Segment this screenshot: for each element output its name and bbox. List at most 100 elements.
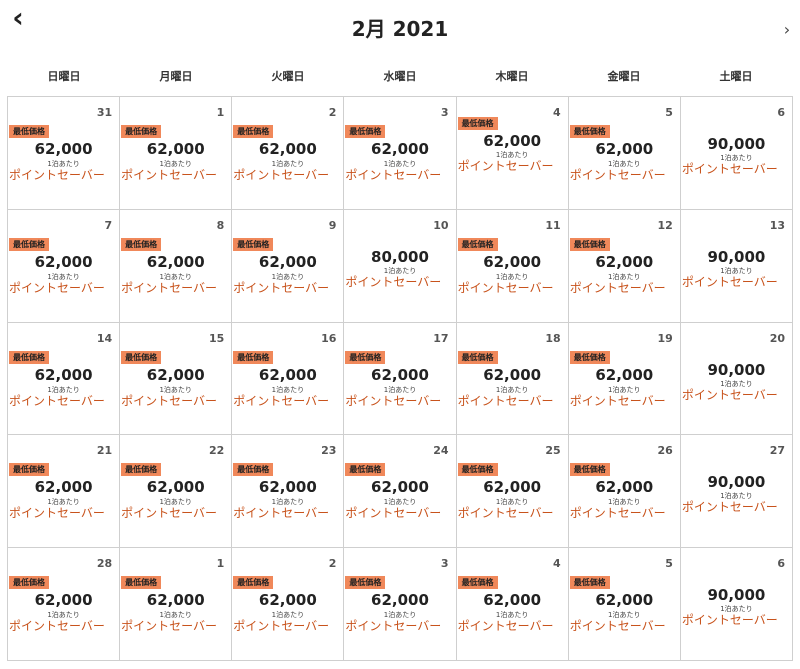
points-price: 62,000 [258, 478, 317, 497]
per-night-label: 1泊あたり [47, 385, 80, 394]
per-night-label: 1泊あたり [159, 498, 192, 507]
calendar-day-cell[interactable]: 28 最低価格 62,000 1泊あたり ポイントセーバー [8, 548, 121, 661]
points-price: 62,000 [34, 252, 93, 271]
calendar-day-cell[interactable]: 26 最低価格 62,000 1泊あたり ポイントセーバー [568, 435, 681, 549]
calendar-day-cell[interactable]: 11 最低価格 62,000 1泊あたり ポイントセーバー [456, 209, 569, 323]
weekday-thursday: 木曜日 [495, 70, 529, 83]
calendar-day-cell[interactable]: 4 最低価格 62,000 1泊あたり ポイントセーバー [456, 548, 569, 661]
point-saver-label: ポイントセーバー [233, 619, 330, 634]
per-night-label: 1泊あたり [159, 272, 192, 281]
calendar-day-cell[interactable]: 9 最低価格 62,000 1泊あたり ポイントセーバー [232, 209, 345, 323]
lowest-price-badge: 最低価格 [569, 463, 610, 477]
day-number: 19 [657, 331, 673, 345]
lowest-price-badge: 最低価格 [569, 576, 610, 590]
points-price: 90,000 [707, 473, 766, 492]
day-number: 27 [769, 444, 785, 458]
day-number: 31 [96, 106, 113, 119]
per-night-label: 1泊あたり [271, 160, 305, 168]
chevron-right-icon[interactable]: › [783, 20, 791, 39]
points-price: 62,000 [595, 591, 654, 610]
point-saver-label: ポイントセーバー [345, 506, 442, 521]
day-number: 21 [96, 444, 113, 458]
points-price: 62,000 [258, 252, 317, 271]
calendar-grid: 31 最低価格 62,000 1泊あたり ポイントセーバー 1 最低価格 62,000 1泊あた… [7, 96, 793, 661]
calendar-day-cell[interactable]: 10 80,000 1泊あたり ポイントセーバー [344, 209, 457, 323]
calendar-day-cell[interactable]: 12 最低価格 62,000 1泊あたり ポイントセーバー [568, 209, 681, 323]
calendar-day-cell[interactable]: 1 最低価格 62,000 1泊あたり ポイントセーバー [120, 548, 233, 661]
per-night-label: 1泊あたり [720, 266, 753, 275]
point-saver-label: ポイントセーバー [569, 168, 666, 182]
per-night-label: 1泊あたり [495, 611, 529, 620]
lowest-price-badge: 最低価格 [9, 125, 49, 138]
calendar-day-cell[interactable]: 13 90,000 1泊あたり ポイントセーバー [680, 209, 793, 323]
calendar-day-cell[interactable]: 23 最低価格 62,000 1泊あたり ポイントセーバー [232, 435, 345, 549]
day-number: 4 [553, 106, 561, 119]
lowest-price-badge: 最低価格 [457, 117, 498, 130]
calendar-day-cell[interactable]: 4 最低価格 62,000 1泊あたり ポイントセーバー [456, 97, 569, 210]
calendar-day-cell[interactable]: 6 90,000 1泊あたり ポイントセーバー [680, 548, 793, 661]
points-price: 62,000 [371, 140, 429, 158]
day-number: 14 [96, 331, 113, 345]
points-price: 62,000 [595, 478, 654, 497]
day-number: 9 [328, 218, 337, 232]
calendar-day-cell[interactable]: 31 最低価格 62,000 1泊あたり ポイントセーバー [8, 97, 121, 210]
lowest-price-badge: 最低価格 [121, 463, 162, 477]
lowest-price-badge: 最低価格 [345, 463, 386, 477]
calendar-day-cell[interactable]: 21 最低価格 62,000 1泊あたり ポイントセーバー [8, 435, 121, 549]
calendar-day-cell[interactable]: 2 最低価格 62,000 1泊あたり ポイントセーバー [232, 97, 345, 210]
calendar-day-cell[interactable]: 2 最低価格 62,000 1泊あたり ポイントセーバー [232, 548, 345, 661]
points-price: 62,000 [258, 365, 317, 384]
day-number: 1 [216, 106, 225, 119]
weekday-header-row: 日曜日 月曜日 火曜日 水曜日 木曜日 金曜日 土曜日 [8, 68, 792, 88]
points-price: 90,000 [707, 360, 766, 379]
points-price: 62,000 [483, 252, 542, 271]
calendar-day-cell[interactable]: 6 90,000 1泊あたり ポイントセーバー [680, 97, 793, 210]
point-saver-label: ポイントセーバー [121, 393, 218, 408]
chevron-left-icon[interactable]: ‹ [12, 1, 24, 34]
calendar-day-cell[interactable]: 1 最低価格 62,000 1泊あたり ポイントセーバー [120, 97, 233, 210]
calendar-day-cell[interactable]: 17 最低価格 62,000 1泊あたり ポイントセーバー [344, 322, 457, 436]
calendar-day-cell[interactable]: 7 最低価格 62,000 1泊あたり ポイントセーバー [8, 209, 121, 323]
points-price: 80,000 [371, 247, 429, 266]
per-night-label: 1泊あたり [383, 498, 417, 507]
point-saver-label: ポイントセーバー [569, 280, 666, 295]
day-number: 23 [321, 444, 337, 458]
calendar-day-cell[interactable]: 3 最低価格 62,000 1泊あたり ポイントセーバー [344, 97, 457, 210]
weekday-wednesday: 水曜日 [383, 70, 417, 83]
point-saver-label: ポイントセーバー [233, 506, 330, 521]
day-number: 24 [433, 444, 449, 458]
point-saver-label: ポイントセーバー [121, 506, 218, 521]
day-number: 5 [665, 557, 673, 571]
calendar-day-cell[interactable]: 19 最低価格 62,000 1泊あたり ポイントセーバー [568, 322, 681, 436]
per-night-label: 1泊あたり [159, 611, 192, 620]
calendar-day-cell[interactable]: 18 最低価格 62,000 1泊あたり ポイントセーバー [456, 322, 569, 436]
day-number: 16 [321, 331, 337, 345]
calendar-day-cell[interactable]: 15 最低価格 62,000 1泊あたり ポイントセーバー [120, 322, 233, 436]
calendar-day-cell[interactable]: 25 最低価格 62,000 1泊あたり ポイントセーバー [456, 435, 569, 549]
calendar-day-cell[interactable]: 8 最低価格 62,000 1泊あたり ポイントセーバー [120, 209, 233, 323]
lowest-price-badge: 最低価格 [9, 576, 49, 590]
point-saver-label: ポイントセーバー [681, 274, 778, 289]
calendar-day-cell[interactable]: 16 最低価格 62,000 1泊あたり ポイントセーバー [232, 322, 345, 436]
day-number: 15 [208, 331, 225, 345]
calendar-day-cell[interactable]: 22 最低価格 62,000 1泊あたり ポイントセーバー [120, 435, 233, 549]
calendar-day-cell[interactable]: 27 90,000 1泊あたり ポイントセーバー [680, 435, 793, 549]
lowest-price-badge: 最低価格 [457, 463, 498, 477]
per-night-label: 1泊あたり [271, 498, 305, 507]
point-saver-label: ポイントセーバー [345, 619, 442, 634]
calendar-day-cell[interactable]: 24 最低価格 62,000 1泊あたり ポイントセーバー [344, 435, 457, 549]
per-night-label: 1泊あたり [271, 272, 305, 281]
point-saver-label: ポイントセーバー [457, 159, 554, 173]
point-saver-label: ポイントセーバー [569, 619, 666, 634]
point-saver-label: ポイントセーバー [9, 506, 105, 521]
calendar-day-cell[interactable]: 5 最低価格 62,000 1泊あたり ポイントセーバー [568, 97, 681, 210]
calendar-day-cell[interactable]: 5 最低価格 62,000 1泊あたり ポイントセーバー [568, 548, 681, 661]
lowest-price-badge: 最低価格 [233, 237, 274, 251]
day-number: 22 [208, 444, 225, 458]
per-night-label: 1泊あたり [720, 379, 753, 388]
per-night-label: 1泊あたり [608, 498, 641, 507]
calendar-day-cell[interactable]: 20 90,000 1泊あたり ポイントセーバー [680, 322, 793, 436]
calendar-day-cell[interactable]: 14 最低価格 62,000 1泊あたり ポイントセーバー [8, 322, 121, 436]
calendar-day-cell[interactable]: 3 最低価格 62,000 1泊あたり ポイントセーバー [344, 548, 457, 661]
point-saver-label: ポイントセーバー [233, 168, 330, 182]
